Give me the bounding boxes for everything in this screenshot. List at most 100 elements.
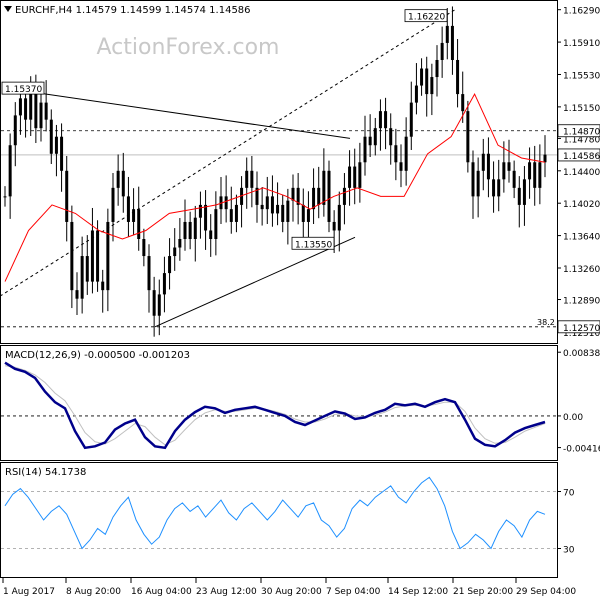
candle-body [60, 136, 64, 171]
macd-tick-label: 0.008383 [563, 349, 600, 359]
candle-body [466, 111, 470, 163]
level-label: 1.14870 [563, 128, 600, 138]
candle-body [137, 209, 141, 240]
x-tick-label: 14 Sep 12:00 [388, 587, 448, 597]
candle-body [80, 256, 84, 299]
level-label: 1.14586 [563, 152, 600, 162]
candle-body [332, 221, 336, 231]
candle-body [147, 256, 151, 291]
candle-body [497, 179, 501, 197]
candle-body [306, 209, 310, 222]
candle-body [342, 187, 346, 205]
level-annotation: 38.2 [537, 318, 555, 327]
candle-body [106, 221, 110, 291]
price-tick-label: 1.16290 [563, 7, 600, 17]
candle-body [229, 209, 233, 222]
rsi-line [4, 476, 546, 550]
rsi-tick-label: 70 [563, 489, 575, 499]
candle-body [322, 170, 326, 205]
candle-body [317, 187, 321, 205]
candle-body [214, 209, 218, 240]
candle-body [296, 187, 300, 205]
macd-signal-line [4, 365, 546, 446]
candle-body [24, 98, 28, 120]
candle-body [461, 94, 465, 112]
candle-body [327, 170, 331, 222]
macd-panel-frame [0, 345, 558, 461]
candle-body [543, 154, 547, 163]
candle-body [430, 77, 434, 95]
candle-body [70, 221, 74, 291]
candle-body [260, 204, 264, 210]
candle-body [414, 85, 418, 103]
candle-body [39, 102, 43, 129]
candle-body [337, 204, 341, 231]
level-label-box [557, 124, 600, 138]
candle-body [255, 187, 259, 205]
candle-body [281, 204, 285, 222]
candle-body [29, 94, 33, 120]
point-label: 1.13550 [295, 240, 332, 250]
candle-body [265, 196, 269, 210]
candle-body [445, 25, 449, 43]
candle-body [353, 166, 357, 188]
candle-body [517, 187, 521, 205]
candle-body [348, 166, 352, 188]
point-label: 1.16220 [408, 13, 445, 23]
x-tick-label: 21 Sep 20:00 [453, 587, 513, 597]
price-tick-label: 1.12890 [563, 297, 600, 307]
macd-title: MACD(12,26,9) -0.000500 -0.001203 [5, 350, 190, 361]
candle-body [8, 145, 12, 197]
candle-body [533, 162, 537, 188]
candle-body [168, 256, 172, 274]
macd-tick-label: 0.00 [563, 413, 583, 423]
candle-body [512, 170, 516, 188]
price-tick-label: 1.14400 [563, 168, 600, 178]
price-panel-frame [0, 0, 558, 344]
candle-body [538, 162, 542, 188]
candle-body [188, 221, 192, 240]
candle-body [420, 68, 424, 86]
rsi-tick-label: 30 [563, 546, 575, 556]
candle-body [132, 209, 136, 222]
candle-body [34, 94, 38, 129]
x-tick-label: 29 Sep 04:00 [516, 587, 576, 597]
candle-body [116, 170, 120, 188]
candle-body [101, 281, 105, 291]
candle-body [286, 200, 290, 222]
candle-body [49, 119, 53, 154]
candle-body [157, 294, 161, 316]
rsi-title: RSI(14) 54.1738 [5, 467, 86, 478]
candle-body [312, 187, 316, 210]
x-tick-label: 7 Sep 04:00 [326, 587, 381, 597]
watermark: ActionForex.com [97, 35, 280, 60]
price-title: EURCHF,H4 1.14579 1.14599 1.14574 1.1458… [15, 5, 251, 16]
candle-body [245, 170, 249, 188]
level-label: 1.12570 [563, 324, 600, 334]
candle-body [476, 170, 480, 197]
point-label-box [404, 9, 448, 23]
candle-body [368, 136, 372, 146]
level-label-box [557, 320, 600, 334]
candle-body [3, 196, 7, 198]
candle-body [404, 136, 408, 171]
candle-body [54, 136, 58, 154]
price-tick-label: 1.12510 [563, 329, 600, 339]
candle-body [358, 162, 362, 188]
candle-body [486, 153, 490, 180]
candle-body [276, 204, 280, 214]
candle-body [528, 162, 532, 180]
candle-body [75, 290, 79, 299]
candle-body [291, 187, 295, 201]
candle-body [173, 247, 177, 257]
candle-body [65, 170, 69, 222]
candle-body [250, 170, 254, 188]
x-tick-label: 16 Aug 04:00 [131, 587, 192, 597]
candle-body [471, 162, 475, 197]
candle-body [394, 145, 398, 163]
candle-body [85, 256, 89, 282]
rsi-panel-frame [0, 462, 558, 578]
candle-body [121, 170, 125, 197]
